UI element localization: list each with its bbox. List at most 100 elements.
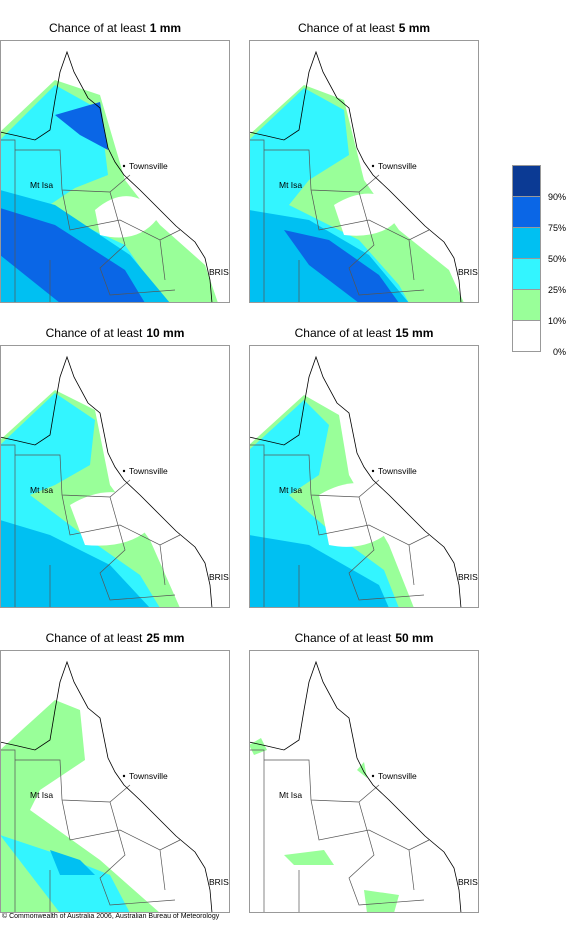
- state-border: [249, 139, 430, 303]
- rainfall-zone: [55, 102, 108, 150]
- coastline: [0, 50, 213, 303]
- rainfall-zone: [0, 520, 150, 608]
- legend-swatch: [512, 196, 541, 228]
- rainfall-zone: [284, 230, 399, 303]
- legend-label: 10%: [548, 316, 566, 326]
- map-frame: [249, 345, 479, 608]
- map-area: Townsville Mt Isa BRIS: [249, 40, 479, 303]
- map-panel: Townsville Mt Isa BRIS: [0, 345, 230, 608]
- town-label: BRIS: [458, 572, 478, 582]
- title-threshold: 15 mm: [395, 326, 433, 340]
- copyright: © Commonwealth of Australia 2006, Austra…: [2, 912, 220, 920]
- rainfall-zone: [357, 762, 367, 778]
- legend-label: 25%: [548, 285, 566, 295]
- title-prefix: Chance of at least: [46, 326, 143, 340]
- town-dot: [371, 469, 375, 473]
- title-threshold: 10 mm: [146, 326, 184, 340]
- state-border: [0, 444, 181, 608]
- legend-swatch: [512, 289, 541, 321]
- coastline: [249, 50, 462, 303]
- rainfall-zone: [249, 738, 267, 755]
- rainfall-zone: [364, 890, 399, 913]
- town-dot: [122, 774, 126, 778]
- map-area: Townsville Mt Isa BRIS: [249, 650, 479, 913]
- title-threshold: 5 mm: [399, 21, 430, 35]
- town-label: Townsville: [378, 161, 417, 171]
- map-panel: Townsville Mt Isa BRIS: [0, 40, 230, 303]
- rainfall-zone: [0, 208, 145, 303]
- town-label: Townsville: [378, 771, 417, 781]
- map-panel: Townsville Mt Isa BRIS: [249, 40, 479, 303]
- town-label: BRIS: [458, 877, 478, 887]
- coastline: [0, 355, 213, 608]
- map-frame: [249, 40, 479, 303]
- town-label: Mt Isa: [279, 180, 302, 190]
- town-dot: [122, 164, 126, 168]
- town-label: Mt Isa: [30, 180, 53, 190]
- map-area: Townsville Mt Isa BRIS: [0, 40, 230, 303]
- map-area: Townsville Mt Isa BRIS: [0, 345, 230, 608]
- coastline: [249, 355, 462, 608]
- rainfall-zone: [334, 193, 404, 236]
- legend-label: 0%: [553, 347, 566, 357]
- state-border: [249, 444, 430, 608]
- title-prefix: Chance of at least: [295, 631, 392, 645]
- map-area: Townsville Mt Isa BRIS: [249, 345, 479, 608]
- panel-title: Chance of at least 10 mm: [46, 326, 185, 340]
- legend-swatch: [512, 227, 541, 259]
- town-label: Mt Isa: [279, 485, 302, 495]
- map-frame: [0, 650, 230, 913]
- panel-title: Chance of at least 25 mm: [46, 631, 185, 645]
- town-label: Mt Isa: [30, 790, 53, 800]
- legend-label: 75%: [548, 223, 566, 233]
- rainfall-zone: [284, 850, 334, 865]
- state-border: [0, 139, 181, 303]
- town-label: BRIS: [458, 267, 478, 277]
- coastline: [0, 660, 213, 913]
- town-label: Mt Isa: [30, 485, 53, 495]
- map-frame: [0, 345, 230, 608]
- town-label: BRIS: [209, 877, 229, 887]
- map-background: [249, 650, 479, 913]
- town-label: Mt Isa: [279, 790, 302, 800]
- legend-swatch: [512, 258, 541, 290]
- title-threshold: 1 mm: [150, 21, 181, 35]
- legend-label: 90%: [548, 192, 566, 202]
- town-label: Townsville: [129, 771, 168, 781]
- town-label: BRIS: [209, 267, 229, 277]
- town-label: BRIS: [209, 572, 229, 582]
- town-dot: [371, 164, 375, 168]
- panel-title: Chance of at least 15 mm: [295, 326, 434, 340]
- map-panel: Townsville Mt Isa BRIS: [249, 345, 479, 608]
- map-area: Townsville Mt Isa BRIS: [0, 650, 230, 913]
- legend-label: 50%: [548, 254, 566, 264]
- title-prefix: Chance of at least: [298, 21, 395, 35]
- rainfall-zone: [50, 850, 95, 875]
- title-threshold: 25 mm: [146, 631, 184, 645]
- map-frame: [0, 40, 230, 303]
- rainfall-zone: [70, 492, 160, 546]
- panel-title: Chance of at least 5 mm: [298, 21, 430, 35]
- title-prefix: Chance of at least: [49, 21, 146, 35]
- map-frame: [249, 650, 479, 913]
- panel-title: Chance of at least 1 mm: [49, 21, 181, 35]
- state-border: [249, 749, 430, 913]
- title-prefix: Chance of at least: [46, 631, 143, 645]
- rainfall-zone: [249, 535, 389, 608]
- legend-swatch: [512, 320, 541, 352]
- map-panel: Townsville Mt Isa BRIS: [249, 650, 479, 913]
- town-label: Townsville: [129, 161, 168, 171]
- legend-swatch: [512, 165, 541, 197]
- title-threshold: 50 mm: [395, 631, 433, 645]
- panel-title: Chance of at least 50 mm: [295, 631, 434, 645]
- title-prefix: Chance of at least: [295, 326, 392, 340]
- rainfall-zone: [95, 196, 160, 238]
- state-border: [0, 749, 181, 913]
- town-label: Townsville: [378, 466, 417, 476]
- map-panel: Townsville Mt Isa BRIS: [0, 650, 230, 913]
- coastline: [249, 660, 462, 913]
- town-dot: [122, 469, 126, 473]
- town-dot: [371, 774, 375, 778]
- town-label: Townsville: [129, 466, 168, 476]
